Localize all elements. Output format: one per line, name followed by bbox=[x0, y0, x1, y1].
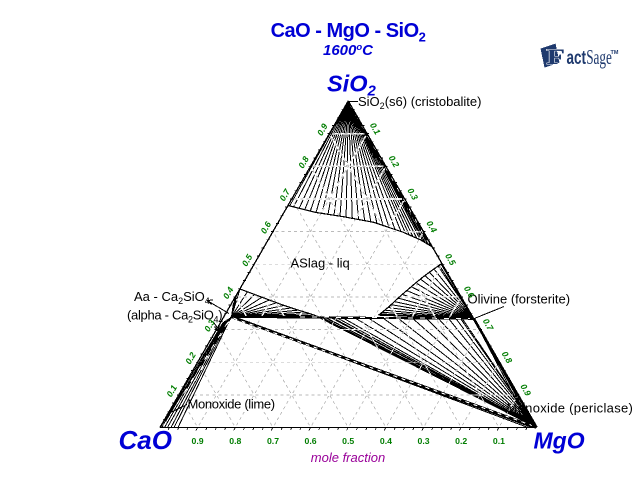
svg-text:0.1: 0.1 bbox=[493, 436, 505, 446]
svg-text:Sage: Sage bbox=[586, 45, 612, 69]
svg-text:0.2: 0.2 bbox=[455, 436, 467, 446]
svg-text:Olivine (forsterite): Olivine (forsterite) bbox=[468, 292, 571, 307]
svg-text:0.3: 0.3 bbox=[418, 436, 430, 446]
svg-text:0.9: 0.9 bbox=[192, 436, 204, 446]
svg-text:Aa - Ca2SiO4: Aa - Ca2SiO4 bbox=[134, 289, 210, 306]
svg-text:CaO: CaO bbox=[119, 425, 172, 455]
svg-text:(alpha - Ca2SiO4): (alpha - Ca2SiO4) bbox=[127, 308, 222, 325]
svg-text:F: F bbox=[547, 44, 566, 69]
svg-text:Monoxide (periclase): Monoxide (periclase) bbox=[507, 401, 634, 416]
svg-text:MgO: MgO bbox=[534, 428, 585, 454]
svg-text:0.4: 0.4 bbox=[380, 436, 392, 446]
svg-text:SiO2(s6) (cristobalite): SiO2(s6) (cristobalite) bbox=[358, 94, 481, 111]
svg-text:1600oC: 1600oC bbox=[323, 42, 374, 59]
svg-text:act: act bbox=[567, 48, 587, 69]
svg-text:CaO - MgO - SiO2: CaO - MgO - SiO2 bbox=[271, 20, 426, 45]
svg-text:0.6: 0.6 bbox=[305, 436, 317, 446]
svg-text:0.5: 0.5 bbox=[342, 436, 354, 446]
svg-text:mole fraction: mole fraction bbox=[311, 450, 385, 465]
svg-text:0.8: 0.8 bbox=[229, 436, 241, 446]
svg-text:F: F bbox=[547, 44, 566, 69]
svg-text:0.7: 0.7 bbox=[267, 436, 279, 446]
svg-text:Monoxide (lime): Monoxide (lime) bbox=[188, 397, 275, 412]
svg-text:TM: TM bbox=[611, 50, 619, 56]
svg-text:ASlag - liq: ASlag - liq bbox=[291, 256, 350, 271]
